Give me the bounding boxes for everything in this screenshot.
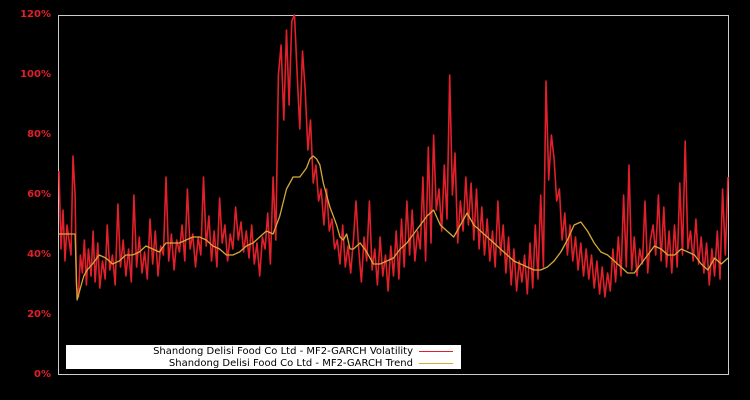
y-tick-label: 40%: [27, 249, 51, 260]
legend-item-volatility: Shandong Delisi Food Co Ltd - MF2-GARCH …: [153, 345, 453, 357]
y-tick-label: 20%: [27, 309, 51, 320]
legend-swatch-volatility: [419, 350, 453, 352]
legend-label: Shandong Delisi Food Co Ltd - MF2-GARCH …: [153, 345, 413, 357]
y-tick-label: 60%: [27, 189, 51, 200]
chart-legend: Shandong Delisi Food Co Ltd - MF2-GARCH …: [66, 345, 461, 369]
y-tick-label: 120%: [20, 9, 51, 20]
legend-item-trend: Shandong Delisi Food Co Ltd - MF2-GARCH …: [169, 357, 453, 369]
y-tick-label: 100%: [20, 69, 51, 80]
y-tick-label: 0%: [34, 369, 51, 380]
trend-series-line: [59, 155, 729, 301]
volatility-series-line: [58, 14, 729, 298]
plot-frame: [58, 15, 729, 375]
y-tick-label: 80%: [27, 129, 51, 140]
legend-swatch-trend: [419, 362, 453, 364]
legend-label: Shandong Delisi Food Co Ltd - MF2-GARCH …: [168, 357, 413, 369]
